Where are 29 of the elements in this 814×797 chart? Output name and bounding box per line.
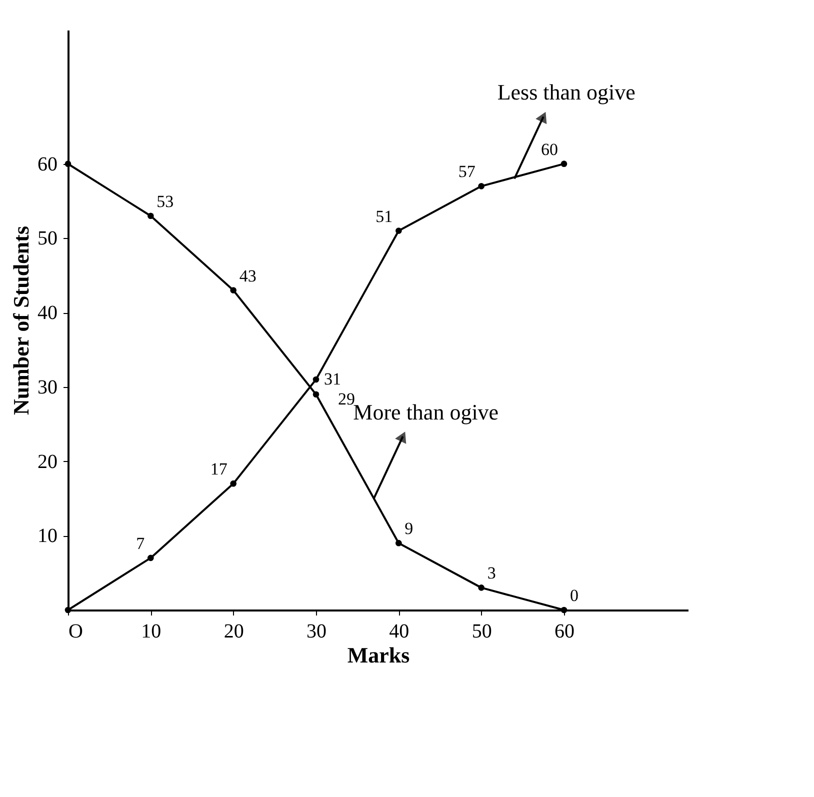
data-label: 31 — [324, 369, 341, 388]
y-tick-label: 60 — [38, 153, 58, 176]
data-label: 60 — [541, 140, 558, 159]
x-tick-label: 50 — [472, 620, 492, 642]
x-tick-label: O — [68, 620, 83, 642]
data-label: 0 — [570, 586, 578, 605]
data-label: 57 — [458, 162, 476, 182]
x-tick-label: 10 — [141, 620, 162, 642]
y-axis-title: Number of Students — [8, 226, 34, 416]
x-tick-label: 40 — [389, 620, 410, 642]
data-label: 3 — [487, 564, 496, 583]
x-tick-label: 30 — [306, 620, 326, 642]
y-tick-label: 10 — [38, 525, 58, 548]
data-label: 53 — [156, 192, 174, 211]
x-tick-label: 20 — [224, 620, 244, 642]
data-label: 9 — [404, 519, 414, 538]
y-tick-label: 20 — [38, 450, 58, 473]
x-axis-title: Marks — [347, 642, 410, 668]
annotation: More than ogive — [353, 399, 499, 424]
data-label: 17 — [210, 460, 228, 479]
y-tick-label: 50 — [38, 228, 58, 250]
y-tick-label: 30 — [38, 376, 58, 398]
y-tick-label: 40 — [38, 302, 58, 324]
data-label: 7 — [136, 534, 146, 553]
data-label: 43 — [239, 266, 256, 286]
data-label: 29 — [338, 389, 355, 408]
x-tick-label: 60 — [554, 620, 574, 642]
data-label: 51 — [376, 206, 393, 226]
annotation: Less than ogive — [497, 80, 636, 105]
